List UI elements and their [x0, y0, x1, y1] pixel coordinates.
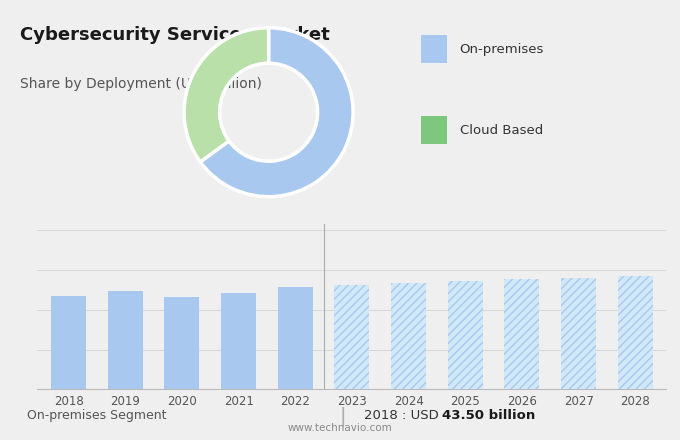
Bar: [617, 275, 653, 389]
Bar: [391, 283, 426, 389]
Bar: [505, 279, 539, 389]
Wedge shape: [184, 28, 269, 162]
Bar: [51, 296, 86, 389]
Text: 2018 : USD: 2018 : USD: [364, 409, 443, 422]
Text: On-premises Segment: On-premises Segment: [27, 409, 167, 422]
Text: www.technavio.com: www.technavio.com: [288, 423, 392, 433]
FancyBboxPatch shape: [421, 116, 447, 144]
Text: Cybersecurity Services Market: Cybersecurity Services Market: [20, 26, 330, 44]
Bar: [447, 281, 483, 389]
Text: Cloud Based: Cloud Based: [460, 124, 543, 137]
Bar: [335, 285, 369, 389]
Bar: [561, 278, 596, 389]
Bar: [277, 287, 313, 389]
Text: On-premises: On-premises: [460, 43, 544, 56]
Bar: [107, 291, 143, 389]
Text: Share by Deployment (USD billion): Share by Deployment (USD billion): [20, 77, 262, 91]
Text: 43.50 billion: 43.50 billion: [442, 409, 535, 422]
FancyBboxPatch shape: [421, 35, 447, 63]
Bar: [221, 293, 256, 389]
Wedge shape: [200, 28, 353, 197]
Text: |: |: [340, 406, 347, 425]
Bar: [165, 297, 199, 389]
